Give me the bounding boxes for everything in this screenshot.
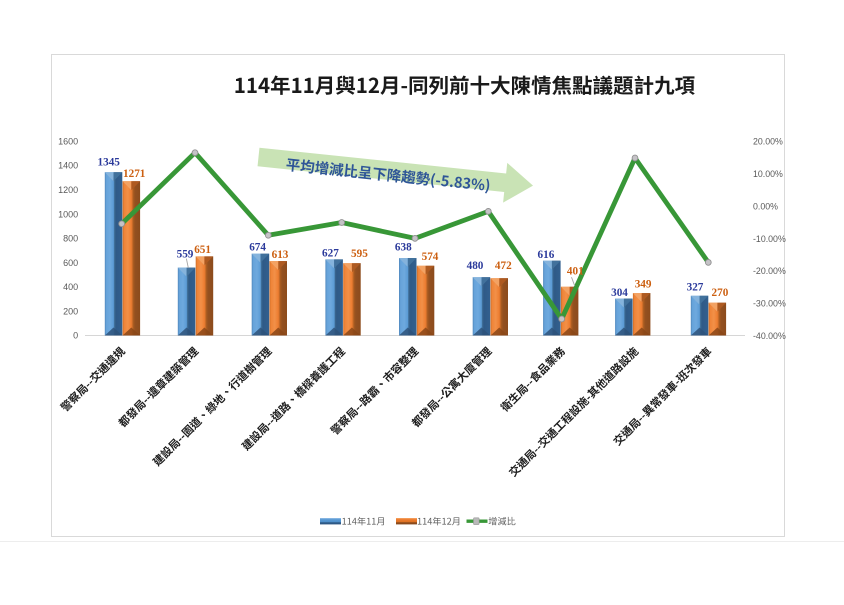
svg-text:304: 304 (611, 285, 628, 299)
svg-text:595: 595 (351, 246, 368, 260)
svg-text:638: 638 (395, 240, 412, 254)
svg-text:1000: 1000 (58, 209, 78, 219)
svg-text:1400: 1400 (58, 161, 78, 171)
svg-text:651: 651 (194, 242, 211, 256)
svg-text:574: 574 (422, 249, 439, 263)
svg-text:-40.00%: -40.00% (753, 331, 786, 341)
svg-text:472: 472 (495, 258, 512, 272)
svg-text:-30.00%: -30.00% (753, 299, 786, 309)
svg-text:559: 559 (177, 247, 194, 261)
svg-text:616: 616 (538, 247, 555, 261)
svg-text:349: 349 (635, 277, 652, 291)
svg-text:1271: 1271 (123, 166, 145, 180)
svg-text:0.00%: 0.00% (753, 202, 778, 212)
svg-text:674: 674 (249, 239, 266, 253)
svg-text:0: 0 (73, 331, 78, 341)
svg-text:-10.00%: -10.00% (753, 234, 786, 244)
svg-text:480: 480 (467, 258, 484, 272)
svg-text:20.00%: 20.00% (753, 137, 783, 147)
svg-text:800: 800 (63, 234, 78, 244)
svg-text:613: 613 (272, 247, 289, 261)
svg-text:627: 627 (322, 246, 339, 260)
svg-text:-20.00%: -20.00% (753, 266, 786, 276)
svg-text:1600: 1600 (58, 136, 78, 146)
svg-text:1200: 1200 (58, 185, 78, 195)
svg-text:600: 600 (63, 258, 78, 268)
svg-text:1345: 1345 (98, 155, 120, 169)
svg-text:400: 400 (63, 282, 78, 292)
svg-text:327: 327 (687, 279, 704, 293)
svg-text:270: 270 (712, 285, 729, 299)
svg-text:200: 200 (63, 306, 78, 316)
svg-text:10.00%: 10.00% (753, 169, 783, 179)
svg-text:401: 401 (567, 264, 584, 278)
